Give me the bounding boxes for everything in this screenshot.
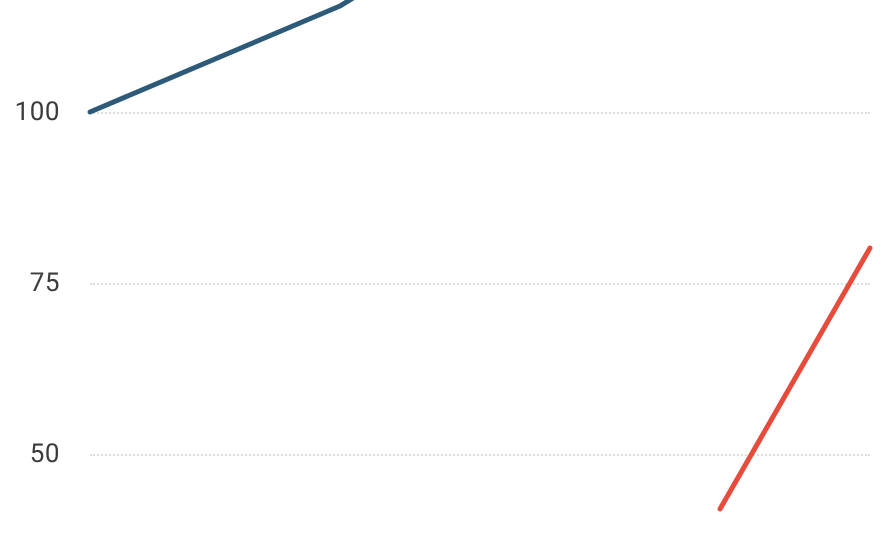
series-b-line <box>720 248 870 509</box>
line-chart: 100 75 50 <box>0 0 880 542</box>
series-a-line <box>90 0 480 112</box>
plot-svg <box>0 0 880 542</box>
